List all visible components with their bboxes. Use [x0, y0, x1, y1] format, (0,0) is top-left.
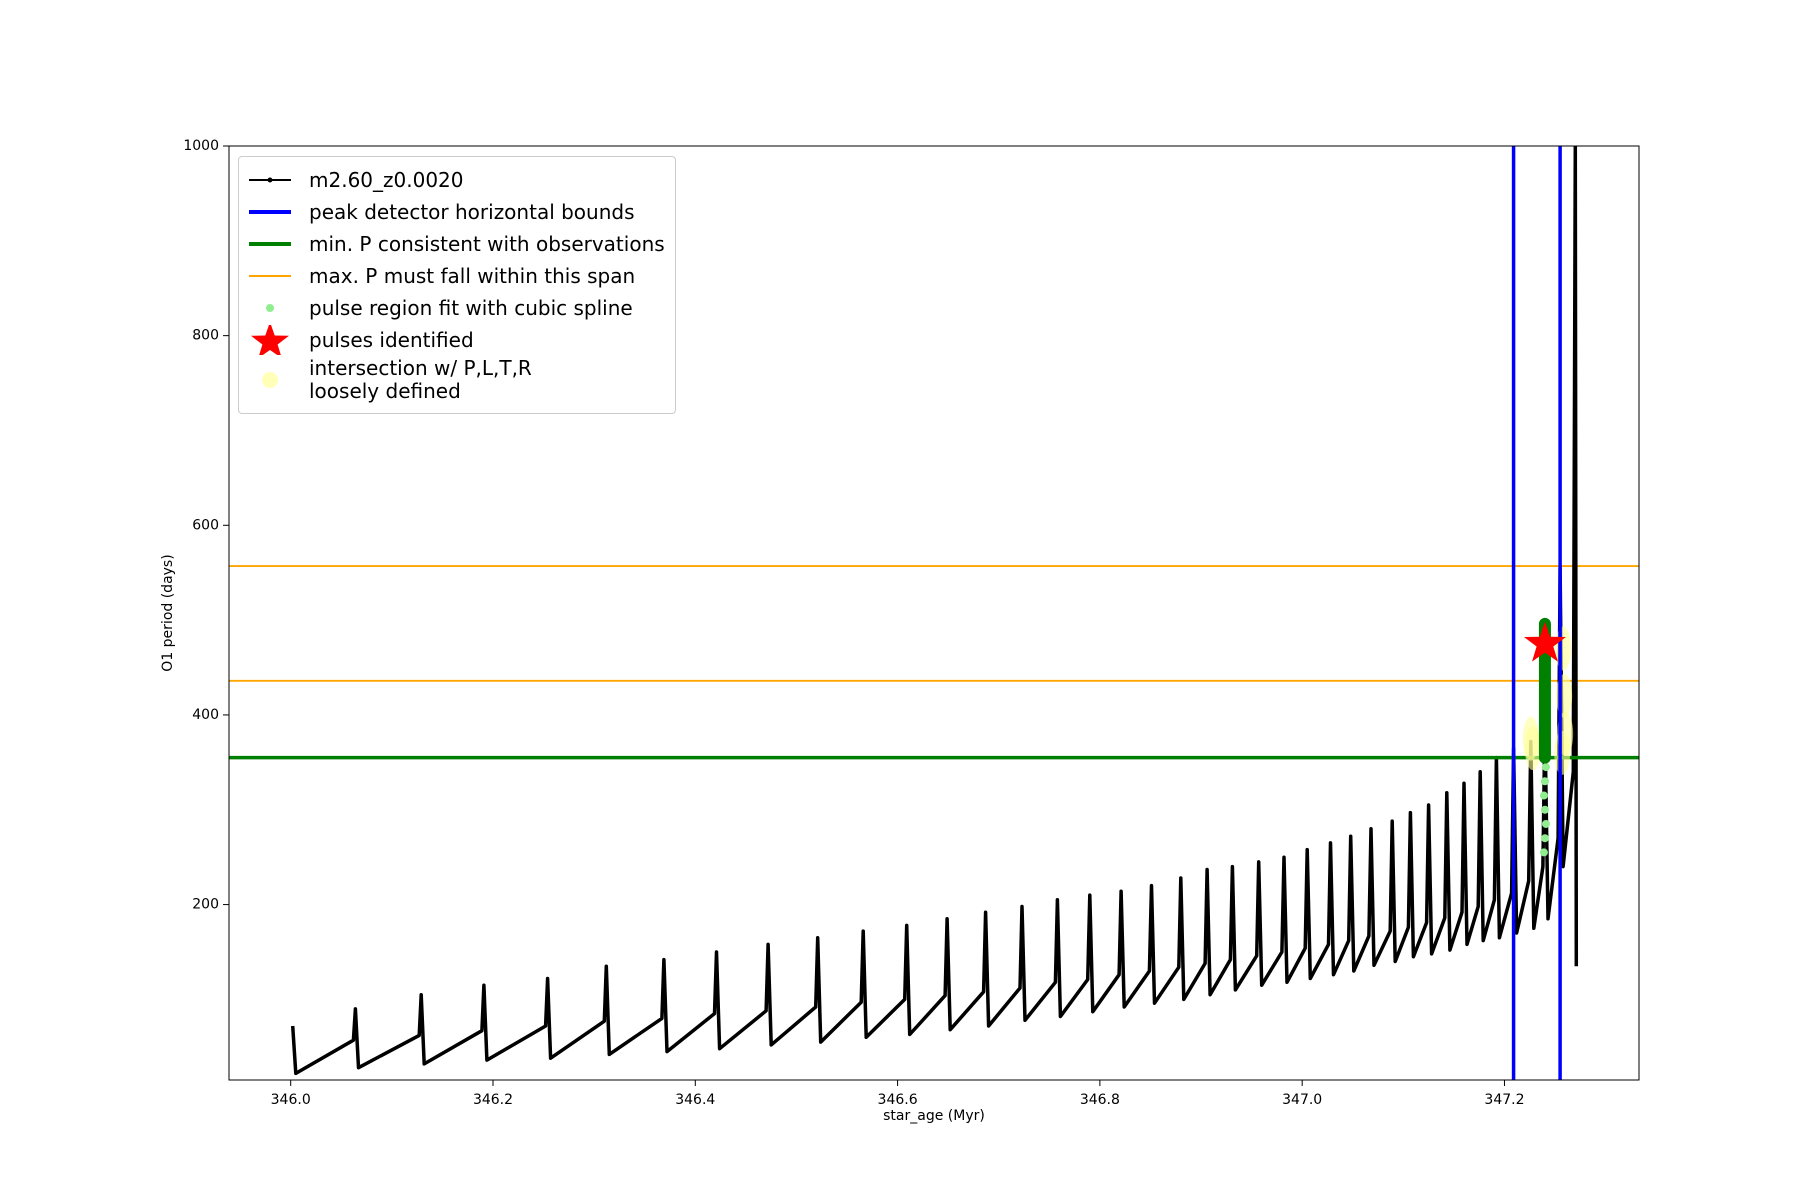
legend-label: intersection w/ P,L,T,R loosely defined: [309, 356, 532, 403]
legend-entry: m2.60_z0.0020: [245, 165, 665, 195]
x-tick-label: 346.4: [675, 1092, 715, 1108]
legend-swatch: [249, 275, 291, 277]
legend-entry: intersection w/ P,L,T,R loosely defined: [245, 357, 665, 403]
spline-point: [1540, 777, 1549, 786]
spline-point: [1541, 819, 1550, 828]
y-tick-label: 1000: [183, 138, 219, 154]
legend-label: pulse region fit with cubic spline: [309, 295, 633, 320]
legend-entry: pulse region fit with cubic spline: [245, 293, 665, 323]
spline-point: [1541, 763, 1550, 772]
spline-point: [1540, 805, 1549, 814]
legend-swatch: [249, 210, 291, 214]
series-line: [290, 146, 1579, 1076]
spline-point: [1539, 848, 1548, 857]
y-tick-label: 400: [192, 707, 219, 723]
spline-point: [1540, 834, 1549, 843]
y-tick-label: 200: [192, 897, 219, 913]
legend-swatch: [251, 325, 289, 355]
legend-entry: max. P must fall within this span: [245, 261, 665, 291]
pulse-star: [1524, 621, 1566, 662]
legend-label: min. P consistent with observations: [309, 231, 665, 256]
legend-entry: min. P consistent with observations: [245, 229, 665, 259]
y-tick-label: 800: [192, 328, 219, 344]
plot-frame: [228, 145, 1640, 1081]
x-tick-label: 346.8: [1080, 1092, 1120, 1108]
intersection-point: [1555, 626, 1572, 671]
y-axis-label: O1 period (days): [160, 554, 176, 671]
intersection-point: [1554, 730, 1571, 775]
x-axis-label: star_age (Myr): [883, 1108, 985, 1124]
x-tick-label: 346.2: [473, 1092, 513, 1108]
legend-label: m2.60_z0.0020: [309, 167, 464, 192]
legend-label: peak detector horizontal bounds: [309, 199, 635, 224]
legend-swatch: [249, 177, 291, 183]
legend-entry: peak detector horizontal bounds: [245, 197, 665, 227]
legend-swatch: [249, 242, 291, 246]
plot-area: [229, 146, 1639, 1080]
intersection-point: [1524, 726, 1541, 771]
x-tick-label: 346.0: [271, 1092, 311, 1108]
legend-swatch: [262, 372, 278, 388]
legend-swatch: [266, 304, 274, 312]
x-tick-label: 346.6: [878, 1092, 918, 1108]
legend-label: max. P must fall within this span: [309, 263, 636, 288]
y-tick-label: 600: [192, 517, 219, 533]
x-tick-label: 347.2: [1484, 1092, 1524, 1108]
x-tick-label: 347.0: [1282, 1092, 1322, 1108]
legend-label: pulses identified: [309, 327, 474, 352]
spline-point: [1539, 791, 1548, 800]
legend-entry: pulses identified: [245, 325, 665, 355]
